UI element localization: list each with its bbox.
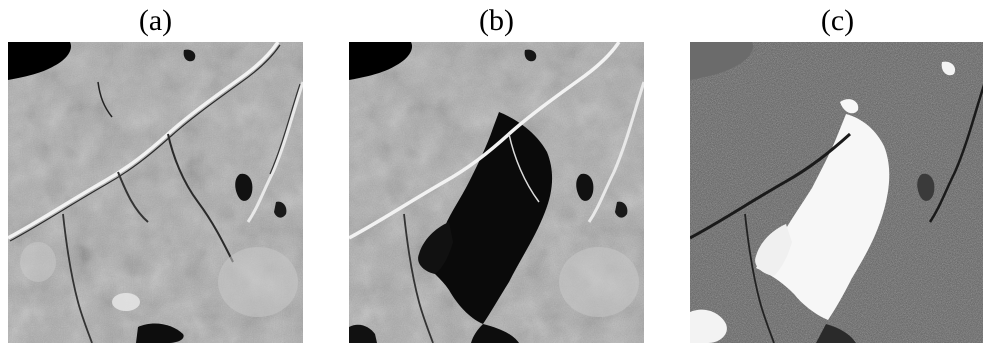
panel-c-caption: (c) bbox=[820, 4, 855, 37]
panel-b: (b) bbox=[349, 0, 644, 343]
panel-a-image bbox=[8, 42, 303, 343]
panel-a-caption: (a) bbox=[138, 4, 173, 37]
panel-b-image bbox=[349, 42, 644, 343]
panel-a-satellite-image bbox=[8, 42, 303, 343]
panel-c: (c) bbox=[690, 0, 983, 343]
panel-a: (a) bbox=[8, 0, 303, 343]
panel-b-caption: (b) bbox=[479, 4, 514, 37]
panel-b-satellite-image bbox=[349, 42, 644, 343]
panel-c-image bbox=[690, 42, 983, 343]
panel-c-difference-image bbox=[690, 42, 983, 343]
